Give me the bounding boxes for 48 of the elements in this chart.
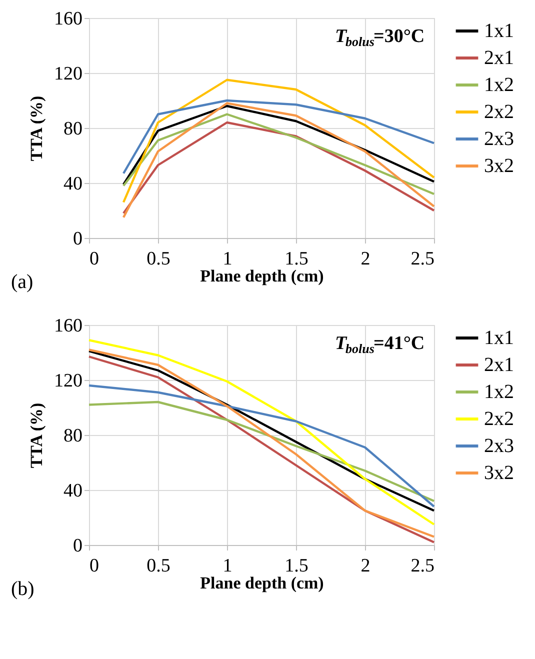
line-series bbox=[122, 113, 436, 196]
y-axis-title: TTA (%) bbox=[27, 96, 46, 162]
y-tick-label: 120 bbox=[54, 64, 82, 84]
line-series bbox=[122, 78, 436, 204]
y-tick-label: 80 bbox=[64, 426, 82, 446]
x-tick-label: 1.5 bbox=[284, 248, 308, 270]
x-tick-label: 1 bbox=[222, 556, 232, 576]
y-tick-label: 160 bbox=[54, 8, 82, 30]
y-tick-label: 160 bbox=[54, 316, 82, 336]
x-tick-label: 0 bbox=[90, 248, 99, 270]
legend-label: 3x2 bbox=[484, 462, 514, 484]
x-tick-label: 1.5 bbox=[284, 556, 308, 576]
y-tick-label: 120 bbox=[54, 370, 82, 392]
text: (b) bbox=[11, 578, 34, 600]
y-tick-label: 0 bbox=[73, 228, 82, 250]
y-tick-label: 40 bbox=[64, 174, 82, 194]
line-series bbox=[122, 102, 436, 218]
x-tick-label: 0 bbox=[90, 556, 99, 576]
x-tick-label: 2 bbox=[360, 248, 370, 270]
y-tick-label: 80 bbox=[64, 118, 82, 140]
x-tick-label: 1 bbox=[222, 248, 232, 270]
legend-label: 2x1 bbox=[484, 354, 514, 376]
y-axis-title: TTA (%) bbox=[27, 402, 46, 468]
x-tick-label: 0.5 bbox=[146, 248, 170, 270]
y-tick-label: 0 bbox=[73, 536, 82, 556]
x-tick-label: 2.5 bbox=[410, 248, 434, 270]
line-series bbox=[88, 384, 436, 508]
legend-label: 1x1 bbox=[484, 327, 514, 349]
x-axis-title: Plane depth (cm) bbox=[200, 266, 324, 286]
line-series bbox=[88, 400, 436, 502]
legend-label: 1x1 bbox=[484, 20, 514, 42]
x-tick-label: 2.5 bbox=[410, 556, 434, 576]
x-tick-label: 0.5 bbox=[146, 556, 170, 576]
legend-label: 2x3 bbox=[484, 435, 514, 457]
legend-label: 3x2 bbox=[484, 155, 514, 177]
legend-label: 2x2 bbox=[484, 408, 514, 430]
x-axis-title: Plane depth (cm) bbox=[200, 574, 324, 592]
legend-label: 1x2 bbox=[484, 74, 514, 96]
legend-label: 2x2 bbox=[484, 101, 514, 123]
y-tick-label: 40 bbox=[64, 480, 82, 502]
x-tick-label: 2 bbox=[360, 556, 370, 576]
line-series bbox=[122, 104, 436, 186]
legend-label: 1x2 bbox=[484, 381, 514, 403]
line-series bbox=[122, 121, 436, 214]
text: (a) bbox=[11, 271, 34, 293]
legend-label: 2x1 bbox=[484, 47, 514, 69]
legend-label: 2x3 bbox=[484, 128, 514, 150]
line-series bbox=[122, 99, 436, 174]
